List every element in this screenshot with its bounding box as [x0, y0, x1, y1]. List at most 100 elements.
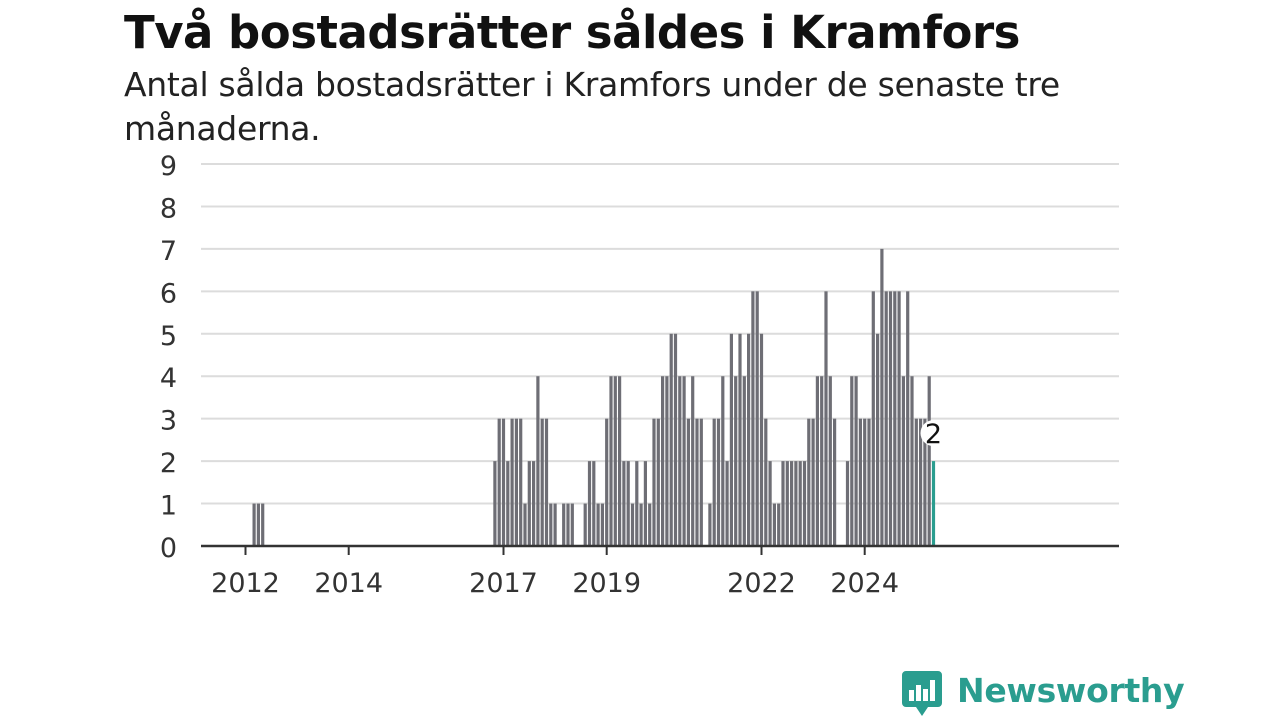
chart-subtitle: Antal sålda bostadsrätter i Kramfors und…: [124, 65, 1060, 148]
bar: [828, 376, 832, 546]
bar: [596, 503, 600, 546]
bar: [742, 376, 746, 546]
bar: [798, 461, 802, 546]
bar: [738, 333, 742, 546]
bar: [708, 503, 712, 546]
bar: [815, 376, 819, 546]
bar: [725, 461, 729, 546]
bar: [751, 291, 755, 546]
bar: [871, 291, 875, 546]
bar: [673, 333, 678, 546]
bar: [712, 418, 716, 546]
bar: [863, 418, 867, 546]
bar: [699, 418, 703, 546]
y-tick-label: 4: [160, 363, 177, 394]
bar: [635, 461, 639, 546]
bar: [833, 418, 837, 546]
bar: [845, 461, 850, 546]
bar: [901, 376, 905, 546]
bar: [562, 503, 566, 546]
bar: [600, 503, 604, 546]
x-tick-label: 2012: [211, 568, 280, 599]
bar: [256, 503, 260, 546]
bar: [794, 461, 798, 546]
bar: [897, 291, 901, 546]
bar: [661, 376, 665, 546]
highlight-value-label: 2: [925, 419, 942, 450]
bar: [768, 461, 772, 546]
x-tick-label: 2019: [572, 568, 641, 599]
bar: [510, 418, 514, 546]
bar: [553, 503, 557, 546]
bar: [893, 291, 897, 546]
y-tick-label: 5: [160, 321, 177, 352]
bar: [858, 418, 862, 546]
y-tick-label: 3: [160, 406, 177, 437]
grid-lines: [201, 163, 1119, 505]
bar: [888, 291, 893, 546]
bar: [910, 376, 914, 546]
x-axis-ticks: 2012 2014 2017 2019 2022 2024: [211, 546, 899, 599]
bar: [523, 503, 527, 546]
bar: [643, 461, 647, 546]
bar: [927, 376, 931, 546]
bar: [532, 461, 536, 546]
bar: [729, 333, 733, 546]
bar: [544, 418, 549, 546]
y-tick-label: 0: [160, 533, 177, 564]
bar: [669, 333, 673, 546]
bar: [807, 418, 811, 546]
bar: [665, 376, 669, 546]
bar: [583, 503, 587, 546]
x-tick-label: 2022: [727, 568, 796, 599]
bar: [914, 418, 918, 546]
bar: [923, 418, 927, 546]
bar: [622, 461, 626, 546]
bar: [759, 333, 764, 546]
bar: [919, 418, 923, 546]
bar: [811, 418, 815, 546]
bar: [820, 376, 824, 546]
bar: [772, 503, 776, 546]
bar: [678, 376, 682, 546]
bar: [850, 376, 854, 546]
chart-title: Två bostadsrätter såldes i Kramfors: [124, 6, 1020, 59]
bar: [695, 418, 699, 546]
bar: [734, 376, 738, 546]
bar: [867, 418, 871, 546]
bar: [519, 418, 523, 546]
bar: [527, 461, 531, 546]
bar: [691, 376, 695, 546]
bar: [802, 461, 807, 546]
bar: [777, 503, 781, 546]
x-tick-label: 2024: [830, 568, 899, 599]
bar: [884, 291, 888, 546]
y-tick-label: 7: [160, 236, 177, 267]
brand-name: Newsworthy: [957, 671, 1185, 710]
bar: [613, 376, 617, 546]
bar: [824, 291, 828, 546]
bar: [931, 461, 936, 546]
bar: [261, 503, 265, 546]
bar: [648, 503, 652, 546]
bars: [252, 248, 936, 546]
newsworthy-logo-icon: [902, 671, 942, 716]
bar: [630, 503, 635, 546]
bar: [682, 376, 686, 546]
bar: [497, 418, 501, 546]
bar: [536, 376, 540, 546]
bar: [639, 503, 643, 546]
bar: [549, 503, 553, 546]
bar: [540, 418, 544, 546]
bar: [514, 418, 518, 546]
bar: [876, 333, 880, 546]
bar: [605, 418, 609, 546]
y-tick-label: 1: [160, 491, 177, 522]
y-axis-ticks: 0 1 2 3 4 5 6 7 8 9: [160, 151, 177, 564]
bar: [656, 418, 660, 546]
y-tick-label: 9: [160, 151, 177, 182]
newsworthy-logo: Newsworthy: [901, 670, 1201, 718]
bar: [785, 461, 789, 546]
bar: [906, 291, 910, 546]
